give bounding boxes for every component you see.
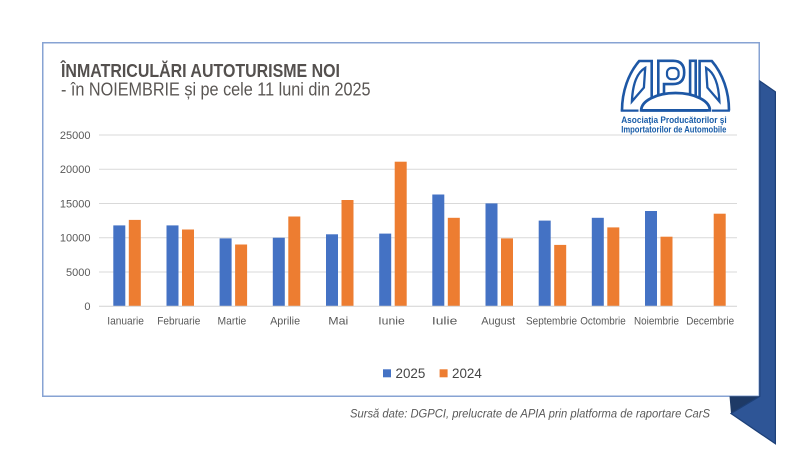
svg-text:25000: 25000 — [60, 130, 91, 142]
svg-text:Asociaţia Producătorilor şi: Asociaţia Producătorilor şi — [621, 115, 727, 125]
svg-text:Importatorilor de Automobile: Importatorilor de Automobile — [621, 125, 726, 135]
svg-text:Mai: Mai — [328, 315, 348, 327]
svg-text:Septembrie: Septembrie — [526, 315, 577, 327]
svg-text:Februarie: Februarie — [157, 315, 200, 327]
svg-text:Iulie: Iulie — [432, 315, 458, 327]
svg-text:10000: 10000 — [60, 233, 91, 245]
svg-text:Ianuarie: Ianuarie — [107, 315, 144, 327]
svg-text:Martie: Martie — [218, 315, 247, 327]
svg-text:20000: 20000 — [60, 164, 91, 176]
svg-text:Octombrie: Octombrie — [580, 315, 626, 327]
svg-text:ÎNMATRICULĂRI AUTOTURISME NOI: ÎNMATRICULĂRI AUTOTURISME NOI — [60, 60, 340, 81]
svg-text:2025: 2025 — [396, 366, 426, 381]
svg-text:Iunie: Iunie — [378, 315, 405, 327]
svg-text:5000: 5000 — [66, 267, 90, 279]
svg-text:Decembrie: Decembrie — [686, 315, 734, 327]
svg-text:15000: 15000 — [60, 198, 91, 210]
svg-text:- în NOIEMBRIE și pe cele 11 l: - în NOIEMBRIE și pe cele 11 luni din 20… — [61, 78, 371, 99]
svg-text:Sursă date: DGPCI, prelucrate: Sursă date: DGPCI, prelucrate de APIA pr… — [350, 409, 710, 421]
svg-text:Aprilie: Aprilie — [270, 315, 300, 327]
svg-text:2024: 2024 — [452, 366, 482, 381]
svg-text:August: August — [481, 315, 515, 327]
svg-text:0: 0 — [84, 301, 90, 313]
svg-text:Noiembrie: Noiembrie — [634, 315, 679, 327]
